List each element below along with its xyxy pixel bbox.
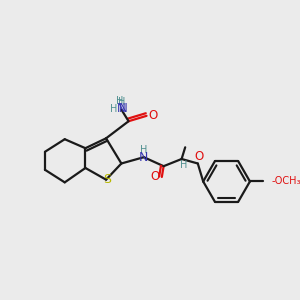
Text: H: H — [180, 160, 187, 170]
Text: O: O — [194, 150, 203, 163]
Text: H: H — [118, 98, 125, 107]
Text: H: H — [116, 97, 123, 106]
Text: N: N — [139, 151, 148, 164]
Text: O: O — [148, 109, 158, 122]
Text: N: N — [119, 102, 128, 115]
Text: N: N — [117, 102, 126, 115]
Text: H: H — [140, 145, 148, 155]
Text: O: O — [150, 170, 159, 184]
Text: -OCH₃: -OCH₃ — [272, 176, 300, 186]
Text: H: H — [110, 103, 117, 114]
Text: S: S — [103, 173, 111, 186]
